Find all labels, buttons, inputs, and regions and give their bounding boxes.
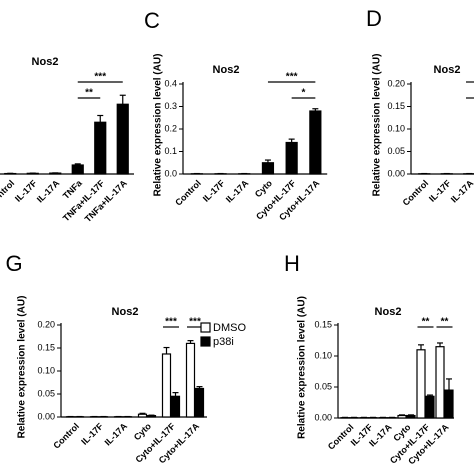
x-tick-label: Control bbox=[51, 421, 81, 451]
bar bbox=[397, 414, 407, 419]
x-tick-label: IL-17A bbox=[224, 178, 251, 205]
significance-label: * bbox=[302, 88, 306, 99]
panel-label: C bbox=[144, 8, 160, 33]
bar bbox=[261, 162, 275, 175]
x-tick-label: IL-17A bbox=[103, 421, 130, 448]
y-tick-label: 0.0 bbox=[164, 168, 177, 178]
significance-label: ** bbox=[422, 317, 430, 328]
panel-label: D bbox=[366, 6, 382, 31]
panel-label: G bbox=[5, 251, 22, 276]
legend-swatch bbox=[200, 336, 211, 347]
x-tick-label: Cyto bbox=[132, 421, 154, 443]
y-tick-label: 0.10 bbox=[387, 123, 405, 133]
chart-title: Nos2 bbox=[112, 306, 139, 318]
y-tick-label: 0.00 bbox=[37, 411, 55, 421]
y-tick-label: 0.20 bbox=[37, 319, 55, 329]
significance-label: *** bbox=[189, 317, 201, 328]
significance-label: ** bbox=[85, 88, 93, 99]
y-axis-label: Relative expression level (AU) bbox=[372, 54, 383, 197]
legend-label: p38i bbox=[213, 336, 234, 348]
bar bbox=[185, 342, 196, 418]
y-tick-label: 0.05 bbox=[387, 146, 405, 156]
chart-title: Nos2 bbox=[434, 64, 461, 76]
x-tick-label: Control bbox=[0, 178, 16, 208]
bar bbox=[137, 413, 148, 418]
x-tick-label: IL-17F bbox=[13, 178, 39, 204]
y-tick-label: 0.4 bbox=[164, 78, 177, 88]
x-tick-label: IL-17F bbox=[201, 178, 227, 204]
y-tick-label: 0.05 bbox=[37, 388, 55, 398]
x-tick-label: Control bbox=[326, 422, 356, 452]
bar bbox=[116, 103, 129, 175]
bar bbox=[285, 141, 298, 175]
bar bbox=[194, 387, 205, 418]
y-tick-label: 0.3 bbox=[164, 101, 177, 111]
bar bbox=[146, 415, 157, 418]
significance-label: ** bbox=[441, 317, 449, 328]
y-tick-label: 0.1 bbox=[164, 146, 177, 156]
x-tick-label: IL-17F bbox=[427, 178, 453, 204]
significance-label: *** bbox=[94, 72, 106, 83]
y-tick-label: 0.00 bbox=[387, 168, 405, 178]
significance-label: *** bbox=[165, 317, 177, 328]
bar bbox=[444, 389, 454, 419]
bar bbox=[425, 395, 435, 419]
y-axis-label: Relative expression level (AU) bbox=[17, 296, 28, 439]
legend-swatch bbox=[200, 322, 211, 333]
y-tick-label: 0.15 bbox=[387, 101, 405, 111]
chart-title: Nos2 bbox=[213, 64, 240, 76]
bar bbox=[71, 164, 84, 175]
x-tick-label: IL-17A bbox=[449, 178, 474, 205]
y-tick-label: 0.20 bbox=[387, 78, 405, 88]
y-tick-label: 0.15 bbox=[37, 342, 55, 352]
y-tick-label: 0.00 bbox=[314, 412, 332, 422]
x-tick-label: Control bbox=[173, 178, 203, 208]
x-tick-label: Control bbox=[401, 178, 431, 208]
bar bbox=[406, 414, 416, 419]
significance-label: *** bbox=[286, 72, 298, 83]
y-tick-label: 0.15 bbox=[314, 319, 332, 329]
bar bbox=[94, 121, 107, 175]
x-tick-label: IL-17A bbox=[35, 178, 62, 205]
bar bbox=[435, 346, 445, 419]
y-tick-label: 0.05 bbox=[314, 381, 332, 391]
panel-label: H bbox=[284, 251, 300, 276]
bar bbox=[170, 395, 181, 418]
bar bbox=[161, 353, 172, 418]
chart-title: Nos2 bbox=[375, 306, 402, 318]
y-tick-label: 0.10 bbox=[37, 365, 55, 375]
legend-label: DMSO bbox=[213, 322, 246, 334]
bar bbox=[309, 110, 322, 175]
y-axis-label: Relative expression level (AU) bbox=[153, 54, 164, 197]
y-tick-label: 0.2 bbox=[164, 123, 177, 133]
y-tick-label: 0.10 bbox=[314, 350, 332, 360]
y-axis-label: Relative expression level (AU) bbox=[297, 296, 308, 439]
chart-title: Nos2 bbox=[32, 56, 59, 68]
x-tick-label: IL-17F bbox=[79, 421, 105, 447]
x-tick-label: Cyto bbox=[253, 178, 275, 200]
bar bbox=[416, 349, 426, 419]
